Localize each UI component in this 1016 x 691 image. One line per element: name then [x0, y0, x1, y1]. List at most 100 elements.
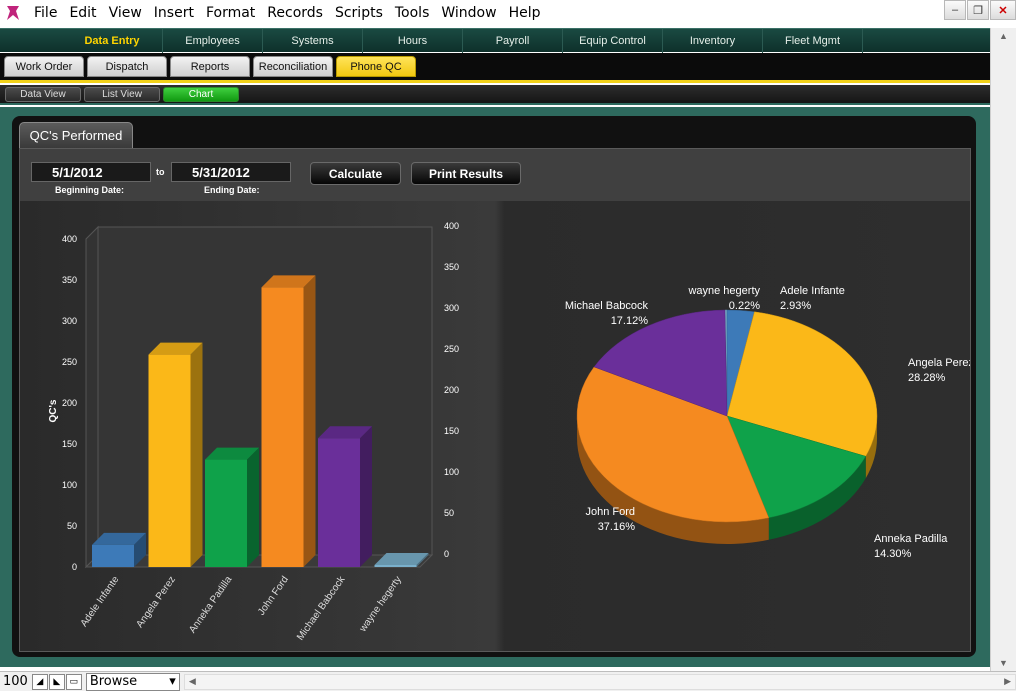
- pie-slice-side: [768, 456, 866, 540]
- scroll-right-icon[interactable]: ▶: [1004, 676, 1011, 686]
- menu-edit[interactable]: Edit: [69, 5, 97, 21]
- bar-top: [261, 275, 316, 288]
- menu-file[interactable]: File: [34, 5, 58, 21]
- pie-slice-side: [577, 416, 769, 544]
- bar: [374, 565, 417, 567]
- bar-side: [303, 275, 316, 567]
- y-tick-right: 350: [444, 262, 459, 272]
- bar-top: [374, 553, 429, 565]
- mode-select[interactable]: Browse ▾: [85, 672, 180, 691]
- tab-phone-qc[interactable]: Phone QC: [336, 56, 416, 77]
- tab-reconciliation[interactable]: Reconciliation: [253, 56, 333, 77]
- pie-label-name: Angela Perez: [908, 357, 970, 369]
- horizontal-scrollbar[interactable]: ◀ ▶: [183, 673, 1016, 690]
- minimize-icon[interactable]: –: [944, 0, 966, 20]
- mode-select-value: Browse: [89, 674, 138, 689]
- y-tick-left: 0: [72, 562, 77, 572]
- pie-label-percent: 0.22%: [729, 300, 760, 312]
- pie-label-percent: 17.12%: [611, 315, 649, 327]
- pie-slice: [576, 366, 770, 523]
- tab-work-order[interactable]: Work Order: [4, 56, 84, 77]
- ending-date-field[interactable]: 5/31/2012: [171, 162, 291, 182]
- tab-hours[interactable]: Hours: [363, 29, 463, 53]
- tab-systems[interactable]: Systems: [263, 29, 363, 53]
- beginning-date-field[interactable]: 5/1/2012: [31, 162, 151, 182]
- view-nav: Data View List View Chart: [0, 85, 990, 105]
- print-results-button[interactable]: Print Results: [411, 162, 521, 185]
- menu-view[interactable]: View: [108, 5, 142, 21]
- zoom-level[interactable]: 100: [3, 674, 28, 689]
- x-tick-label: Adele Infante: [79, 574, 122, 629]
- tab-reports[interactable]: Reports: [170, 56, 250, 77]
- tab-payroll[interactable]: Payroll: [463, 29, 563, 53]
- x-tick-label: Michael Babcock: [295, 574, 348, 643]
- calculate-button[interactable]: Calculate: [310, 162, 401, 185]
- tab-employees[interactable]: Employees: [163, 29, 263, 53]
- menu-insert[interactable]: Insert: [153, 5, 194, 21]
- chart-area: 0 0 50 50 100 100 150 150 200 200 250 250 300 300 350 3…: [20, 201, 970, 651]
- tab-data-entry[interactable]: Data Entry: [62, 29, 163, 53]
- scroll-up-icon[interactable]: ▲: [999, 31, 1008, 41]
- pie-label-name: wayne hegerty: [687, 285, 760, 297]
- tab-data-view[interactable]: Data View: [5, 87, 81, 102]
- menu-tools[interactable]: Tools: [394, 5, 430, 21]
- y-tick-right: 200: [444, 385, 459, 395]
- x-tick-label: John Ford: [256, 574, 291, 617]
- y-tick-left: 350: [62, 275, 77, 285]
- scroll-down-icon[interactable]: ▼: [999, 658, 1008, 668]
- x-tick-label: Anneka Padilla: [187, 574, 235, 635]
- y-tick-right: 250: [444, 344, 459, 354]
- menu-scripts[interactable]: Scripts: [334, 5, 383, 21]
- toggle-status-area-icon[interactable]: ▭: [65, 673, 82, 690]
- bar: [205, 459, 247, 567]
- qc-panel: QC's Performed 5/1/2012 to 5/31/2012 Beg…: [12, 116, 976, 657]
- bar-top: [205, 447, 259, 460]
- zoom-out-icon[interactable]: ◢: [31, 673, 48, 690]
- scroll-left-icon[interactable]: ◀: [188, 676, 196, 686]
- pie-label-name: Michael Babcock: [565, 300, 649, 312]
- y-tick-right: 0: [444, 549, 449, 559]
- sub-nav: Work Order Dispatch Reports Reconciliati…: [0, 53, 990, 83]
- vertical-scrollbar[interactable]: ▲ ▼: [990, 28, 1016, 671]
- menu-format[interactable]: Format: [205, 5, 256, 21]
- y-tick-left: 100: [62, 480, 77, 490]
- menu-help[interactable]: Help: [508, 5, 541, 21]
- menu-window[interactable]: Window: [441, 5, 497, 21]
- pie-label-percent: 28.28%: [908, 372, 946, 384]
- window-controls: – ❐ ✕: [943, 0, 1016, 20]
- bar: [261, 287, 304, 567]
- y-tick-right: 50: [444, 508, 454, 518]
- qc-charts: 0 0 50 50 100 100 150 150 200 200 250 250 300 300 350 3…: [48, 221, 970, 643]
- tab-equip-control[interactable]: Equip Control: [563, 29, 663, 53]
- pie-label-percent: 2.93%: [780, 300, 811, 312]
- tab-chart[interactable]: Chart: [163, 87, 239, 102]
- menu-bar: File Edit View Insert Format Records Scr…: [0, 0, 1016, 26]
- y-tick-left: 400: [62, 234, 77, 244]
- panel-body: 5/1/2012 to 5/31/2012 Beginning Date: En…: [19, 148, 971, 652]
- menu-records[interactable]: Records: [267, 5, 323, 21]
- panel-title-tab[interactable]: QC's Performed: [19, 122, 133, 148]
- to-label: to: [156, 167, 165, 177]
- bar-side: [360, 426, 372, 567]
- tab-list-view[interactable]: List View: [84, 87, 160, 102]
- pie-label-name: Anneka Padilla: [874, 533, 948, 545]
- tab-dispatch[interactable]: Dispatch: [87, 56, 167, 77]
- restore-icon[interactable]: ❐: [967, 0, 989, 20]
- close-icon[interactable]: ✕: [990, 0, 1016, 20]
- pie-label-percent: 14.30%: [874, 548, 912, 560]
- bar-side: [134, 532, 146, 567]
- zoom-in-icon[interactable]: ◣: [48, 673, 65, 690]
- content-frame: QC's Performed 5/1/2012 to 5/31/2012 Beg…: [0, 107, 990, 667]
- chevron-down-icon: ▾: [169, 674, 176, 689]
- bar-top: [92, 532, 146, 545]
- tab-fleet-mgmt[interactable]: Fleet Mgmt: [763, 29, 863, 53]
- ending-date-label: Ending Date:: [204, 185, 260, 195]
- bar: [148, 354, 191, 567]
- tab-inventory[interactable]: Inventory: [663, 29, 763, 53]
- bar-top: [148, 342, 203, 355]
- y-tick-left: 150: [62, 439, 77, 449]
- y-tick-left: 250: [62, 357, 77, 367]
- y-tick-right: 150: [444, 426, 459, 436]
- pie-slice-side: [865, 416, 877, 479]
